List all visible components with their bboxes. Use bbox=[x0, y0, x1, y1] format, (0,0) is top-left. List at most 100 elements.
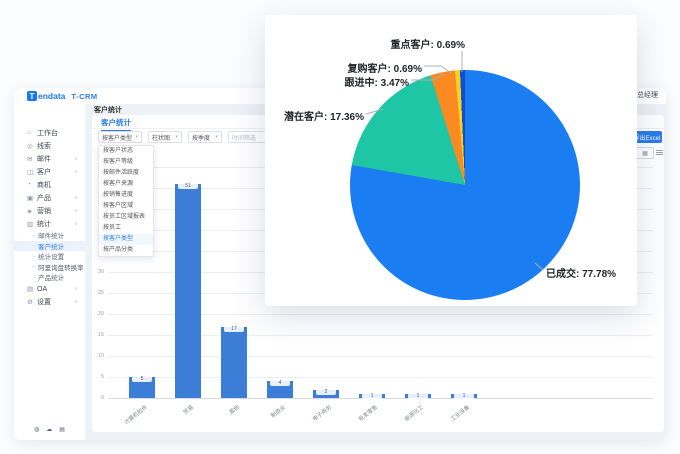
dropdown-item[interactable]: 按销售进度 bbox=[103, 192, 134, 198]
sidebar-item-label: 线索 bbox=[37, 142, 51, 150]
dropdown-item[interactable]: 按客户来源 bbox=[103, 181, 134, 187]
pie-label-following: 跟进中: 3.47% bbox=[344, 78, 409, 89]
workbench-icon: ⌂ bbox=[27, 129, 31, 136]
sidebar-item-label: 统计 bbox=[37, 220, 51, 228]
pie-chart[interactable] bbox=[350, 70, 580, 300]
customer-icon: ◫ bbox=[27, 168, 34, 176]
chevron-down-icon: ∨ bbox=[74, 194, 78, 201]
sidebar-item-product[interactable]: ▣ 产品 ∨ bbox=[14, 191, 85, 204]
pie-popup: 重点客户: 0.69% 复购客户: 0.69% 跟进中: 3.47% 潜在客户:… bbox=[265, 15, 637, 306]
oa-icon: ▤ bbox=[27, 286, 34, 293]
chart-type-select[interactable]: 柱状图 ▾ bbox=[148, 131, 182, 143]
dot-icon: · bbox=[33, 242, 36, 250]
pie-label-potential-customer: 潜在客户: 17.36% bbox=[283, 112, 364, 123]
sidebar-nav: ⌂ 工作台 ◎ 线索 ✉ 邮件 ∨ ◫ 客户 ∨ ◔ 商机 ▣ 产品 ∨ ◈ 营销 ∨ ▥ 统计 ∨ · 邮件统计 · 客户统计… bbox=[14, 126, 85, 309]
dropdown-item[interactable]: 按客户区域 bbox=[103, 203, 134, 209]
bar[interactable] bbox=[129, 377, 155, 398]
dropdown-item[interactable]: 按客户等级 bbox=[103, 159, 134, 165]
sidebar-subitem-ali-inquiry-rate[interactable]: · 阿里询盘转换率 bbox=[14, 262, 85, 273]
sidebar-item-workbench[interactable]: ⌂ 工作台 bbox=[14, 126, 85, 139]
bar[interactable] bbox=[405, 393, 431, 398]
logo-icon: T bbox=[27, 91, 37, 101]
pie-label-repeat-customer: 复购客户: 0.69% bbox=[347, 64, 422, 75]
bar[interactable] bbox=[221, 326, 247, 398]
sidebar-item-oa[interactable]: ▤ OA ∨ bbox=[14, 283, 85, 296]
dot-icon: · bbox=[33, 252, 36, 260]
chevron-down-icon: ∨ bbox=[74, 168, 78, 175]
date-range-placeholder: 时间筛选 bbox=[232, 135, 257, 142]
sidebar-item-label: 商机 bbox=[37, 181, 51, 189]
support-icon[interactable]: ◍ bbox=[34, 427, 40, 433]
dropdown-item[interactable]: 按客户类型 bbox=[99, 234, 153, 245]
sidebar-item-label: 客户 bbox=[37, 168, 51, 176]
caret-down-icon: ▾ bbox=[135, 134, 138, 140]
dropdown-item[interactable]: 按员工 bbox=[103, 225, 122, 231]
opportunity-icon: ◔ bbox=[27, 181, 31, 188]
sidebar-subitem-label: 邮件统计 bbox=[38, 233, 65, 241]
marketing-icon: ◈ bbox=[27, 207, 32, 215]
brand-logo[interactable]: T endata T-CRM bbox=[27, 91, 98, 101]
bar[interactable] bbox=[267, 381, 293, 398]
dropdown-item[interactable]: 按员工区域报表 bbox=[103, 214, 146, 220]
sidebar-bottom-icons: ◍ ☁ ▤ bbox=[34, 426, 65, 433]
chevron-down-icon: ∨ bbox=[74, 155, 78, 162]
chevron-down-icon: ∨ bbox=[74, 286, 78, 292]
statistics-icon: ▥ bbox=[27, 220, 34, 228]
caret-down-icon: ▾ bbox=[215, 134, 218, 140]
caret-down-icon: ▾ bbox=[175, 134, 178, 140]
chevron-down-icon: ∨ bbox=[74, 299, 78, 305]
sidebar-item-label: 营销 bbox=[37, 207, 51, 215]
mail-icon: ✉ bbox=[27, 155, 33, 163]
view-toggle-button[interactable]: ▦ bbox=[636, 147, 654, 159]
sidebar-item-statistics[interactable]: ▥ 统计 ∨ bbox=[14, 217, 85, 230]
chevron-down-icon: ∨ bbox=[74, 220, 78, 227]
dropdown-item[interactable]: 按产品分类 bbox=[103, 247, 134, 253]
period-select-value: 按季度 bbox=[192, 135, 211, 142]
sidebar-item-leads[interactable]: ◎ 线索 bbox=[14, 139, 85, 152]
grid-view-icon: ▦ bbox=[642, 150, 648, 157]
sidebar-item-opportunity[interactable]: ◔ 商机 bbox=[14, 178, 85, 191]
leads-icon: ◎ bbox=[27, 142, 33, 150]
period-select[interactable]: 按季度 ▾ bbox=[188, 131, 222, 143]
bar[interactable] bbox=[313, 389, 339, 398]
sidebar-item-label: OA bbox=[37, 285, 48, 293]
page-title: 客户统计 bbox=[94, 107, 122, 114]
dot-icon: · bbox=[33, 263, 36, 271]
group-by-select-value: 按客户类型 bbox=[102, 135, 133, 142]
chevron-down-icon: ∨ bbox=[74, 207, 78, 214]
pie-label-key-customer: 重点客户: 0.69% bbox=[390, 40, 465, 51]
group-by-dropdown: 按客户状态按客户等级按邮件活跃度 按客户来源按销售进度按客户区域按员工区域报表 按员… bbox=[98, 145, 154, 257]
sidebar-subitem-mail-stats[interactable]: · 邮件统计 bbox=[14, 230, 85, 241]
bar[interactable] bbox=[451, 393, 477, 398]
settings-icon: ⚙ bbox=[27, 299, 33, 306]
cloud-icon[interactable]: ☁ bbox=[46, 427, 53, 433]
dropdown-item[interactable]: 按邮件活跃度 bbox=[103, 170, 140, 176]
menu-icon[interactable] bbox=[656, 147, 663, 157]
apps-icon[interactable]: ▤ bbox=[59, 427, 65, 433]
bar[interactable] bbox=[359, 393, 385, 398]
sidebar-item-marketing[interactable]: ◈ 营销 ∨ bbox=[14, 204, 85, 217]
sidebar-item-mail[interactable]: ✉ 邮件 ∨ bbox=[14, 152, 85, 165]
sidebar-subitem-label: 产品统计 bbox=[38, 275, 65, 283]
sidebar-subitem-product-stats[interactable]: · 产品统计 bbox=[14, 272, 85, 283]
dot-icon: · bbox=[33, 273, 36, 281]
sidebar: ⌂ 工作台 ◎ 线索 ✉ 邮件 ∨ ◫ 客户 ∨ ◔ 商机 ▣ 产品 ∨ ◈ 营销 ∨ ▥ 统计 ∨ · 邮件统计 · 客户统计… bbox=[14, 104, 86, 440]
tab-customer-stats[interactable]: 客户统计 bbox=[101, 117, 131, 132]
sidebar-subitem-stats-settings[interactable]: · 统计设置 bbox=[14, 251, 85, 262]
sidebar-item-settings[interactable]: ⚙ 设置 ∨ bbox=[14, 296, 85, 309]
bar[interactable] bbox=[175, 183, 201, 398]
product-icon: ▣ bbox=[27, 194, 34, 202]
dropdown-item[interactable]: 按客户状态 bbox=[103, 148, 134, 154]
sidebar-subitem-customer-stats[interactable]: · 客户统计 bbox=[14, 240, 85, 251]
sidebar-item-label: 设置 bbox=[37, 299, 51, 306]
sidebar-item-label: 工作台 bbox=[37, 129, 58, 137]
dot-icon: · bbox=[33, 231, 36, 239]
sidebar-item-customer[interactable]: ◫ 客户 ∨ bbox=[14, 165, 85, 178]
sidebar-item-label: 邮件 bbox=[37, 155, 51, 163]
chart-type-select-value: 柱状图 bbox=[152, 135, 171, 142]
logo-text: endata bbox=[38, 91, 66, 101]
export-excel-button[interactable]: 导出Excel bbox=[632, 131, 662, 143]
sidebar-subitem-label: 阿里询盘转换率 bbox=[38, 264, 84, 272]
pie-leader-lines bbox=[365, 51, 544, 271]
group-by-select[interactable]: 按客户类型 ▾ bbox=[98, 131, 142, 143]
